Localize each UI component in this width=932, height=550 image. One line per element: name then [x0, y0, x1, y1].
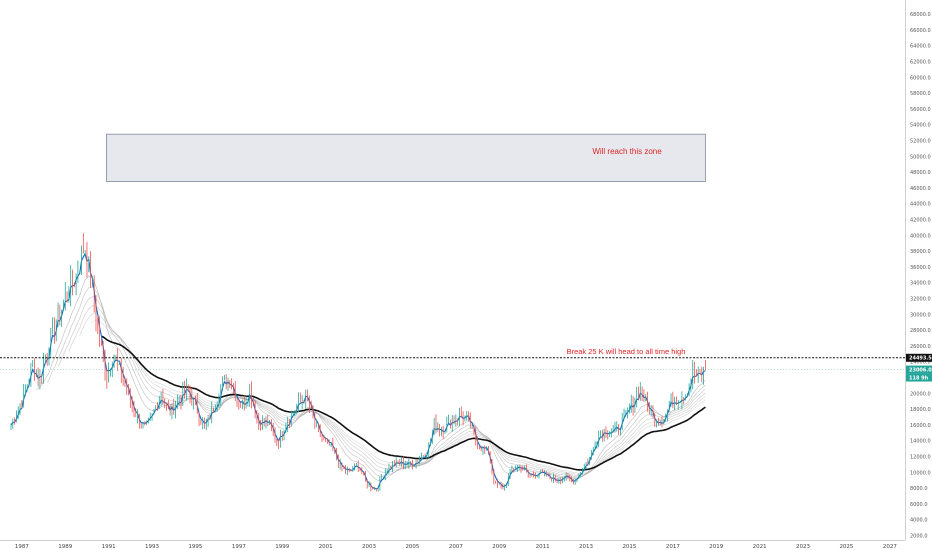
y-tick-label: 44000.0 — [910, 202, 931, 208]
y-tick-label: 38000.0 — [910, 249, 931, 255]
y-tick-label: 6000.0 — [910, 502, 928, 508]
y-tick-label: 62000.0 — [910, 60, 931, 66]
x-tick-label: 2011 — [536, 544, 550, 550]
x-tick-label: 2005 — [405, 544, 419, 550]
y-tick-label: 36000.0 — [910, 265, 931, 271]
ema-line-14 — [36, 275, 706, 481]
y-tick-label: 20000.0 — [910, 391, 931, 397]
x-tick-label: 1997 — [232, 544, 246, 550]
y-tick-label: 54000.0 — [910, 123, 931, 129]
x-axis-ticks: 1987 1989 1991 1993 1995 1997 1999 2001 2003 2005… — [15, 544, 897, 550]
y-tick-label: 4000.0 — [910, 518, 928, 524]
plot-background — [0, 0, 905, 540]
last-price-label: 23006.0 — [909, 367, 932, 373]
y-tick-label: 26000.0 — [910, 344, 931, 350]
x-tick-label: 2003 — [362, 544, 376, 550]
y-tick-label: 48000.0 — [910, 170, 931, 176]
y-tick-label: 28000.0 — [910, 328, 931, 334]
y-tick-label: 16000.0 — [910, 423, 931, 429]
x-tick-label: 2019 — [709, 544, 723, 550]
y-axis-ticks: 2000.0 4000.0 6000.0 8000.0 10000.0 12000.0 14… — [910, 12, 931, 539]
x-tick-label: 2025 — [839, 544, 853, 550]
resistance-annotation: Break 25 K will head to all time high — [567, 347, 686, 356]
y-tick-label: 10000.0 — [910, 470, 931, 476]
y-tick-label: 68000.0 — [910, 12, 931, 18]
last-price-label-bg — [906, 365, 932, 374]
y-tick-label: 8000.0 — [910, 486, 928, 492]
target-zone-box — [106, 133, 706, 182]
y-tick-label: 64000.0 — [910, 44, 931, 50]
y-tick-label: 2000.0 — [910, 534, 928, 540]
y-tick-label: 60000.0 — [910, 75, 931, 81]
x-tick-label: 2023 — [796, 544, 810, 550]
y-tick-label: 32000.0 — [910, 297, 931, 303]
y-tick-label: 50000.0 — [910, 154, 931, 160]
x-tick-label: 1989 — [58, 544, 72, 550]
x-tick-label: 1991 — [102, 544, 116, 550]
x-tick-label: 1999 — [275, 544, 289, 550]
y-tick-label: 46000.0 — [910, 186, 931, 192]
y-tick-label: 42000.0 — [910, 218, 931, 224]
x-tick-label: 1987 — [15, 544, 29, 550]
y-tick-label: 52000.0 — [910, 139, 931, 145]
ema-line-26 — [57, 296, 706, 478]
bar-countdown-label: 118 9h — [909, 375, 929, 381]
x-tick-label: 1995 — [188, 544, 202, 550]
y-tick-label: 56000.0 — [910, 107, 931, 113]
resistance-price-label: 24493.5 — [909, 356, 932, 362]
bar-countdown-label-bg — [906, 373, 932, 382]
y-tick-label: 18000.0 — [910, 407, 931, 413]
y-tick-label: 40000.0 — [910, 233, 931, 239]
y-tick-label: 66000.0 — [910, 28, 931, 34]
x-tick-label: 2027 — [883, 544, 897, 550]
x-tick-label: 1993 — [145, 544, 159, 550]
ema-line-20 — [46, 286, 706, 479]
y-tick-label: 14000.0 — [910, 439, 931, 445]
x-tick-label: 2013 — [579, 544, 593, 550]
y-tick-label: 34000.0 — [910, 281, 931, 287]
x-tick-label: 2007 — [449, 544, 463, 550]
resistance-price-label-bg — [906, 353, 932, 362]
x-tick-label: 2001 — [319, 544, 333, 550]
x-tick-label: 2017 — [666, 544, 680, 550]
y-tick-label: 12000.0 — [910, 455, 931, 461]
x-tick-label: 2021 — [753, 544, 767, 550]
x-tick-label: 2009 — [492, 544, 506, 550]
x-tick-label: 2015 — [622, 544, 636, 550]
y-tick-label: 58000.0 — [910, 91, 931, 97]
zone-annotation: Will reach this zone — [592, 147, 662, 156]
y-tick-label: 30000.0 — [910, 312, 931, 318]
y-tick-label: 24000.0 — [910, 360, 931, 366]
